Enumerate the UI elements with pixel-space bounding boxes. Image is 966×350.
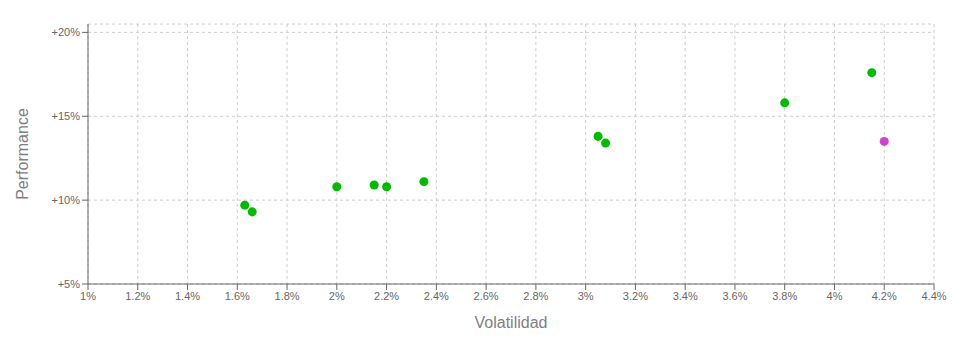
- svg-text:1.6%: 1.6%: [225, 290, 250, 302]
- svg-text:4%: 4%: [827, 290, 843, 302]
- svg-text:3.2%: 3.2%: [623, 290, 648, 302]
- svg-text:1.4%: 1.4%: [175, 290, 200, 302]
- svg-text:2.2%: 2.2%: [374, 290, 399, 302]
- svg-text:2%: 2%: [329, 290, 345, 302]
- svg-text:2.8%: 2.8%: [523, 290, 548, 302]
- svg-text:3.8%: 3.8%: [772, 290, 797, 302]
- svg-text:+20%: +20%: [52, 26, 81, 38]
- svg-text:1.8%: 1.8%: [275, 290, 300, 302]
- svg-text:+15%: +15%: [52, 110, 81, 122]
- svg-text:+10%: +10%: [52, 194, 81, 206]
- svg-text:2.6%: 2.6%: [474, 290, 499, 302]
- svg-text:3%: 3%: [578, 290, 594, 302]
- svg-text:Performance: Performance: [14, 108, 31, 200]
- svg-text:1%: 1%: [80, 290, 96, 302]
- svg-text:2.4%: 2.4%: [424, 290, 449, 302]
- svg-text:Volatilidad: Volatilidad: [475, 314, 548, 331]
- svg-text:4.4%: 4.4%: [921, 290, 946, 302]
- svg-text:+5%: +5%: [58, 278, 81, 290]
- svg-text:1.2%: 1.2%: [125, 290, 150, 302]
- svg-text:4.2%: 4.2%: [872, 290, 897, 302]
- svg-text:3.4%: 3.4%: [673, 290, 698, 302]
- svg-text:3.6%: 3.6%: [722, 290, 747, 302]
